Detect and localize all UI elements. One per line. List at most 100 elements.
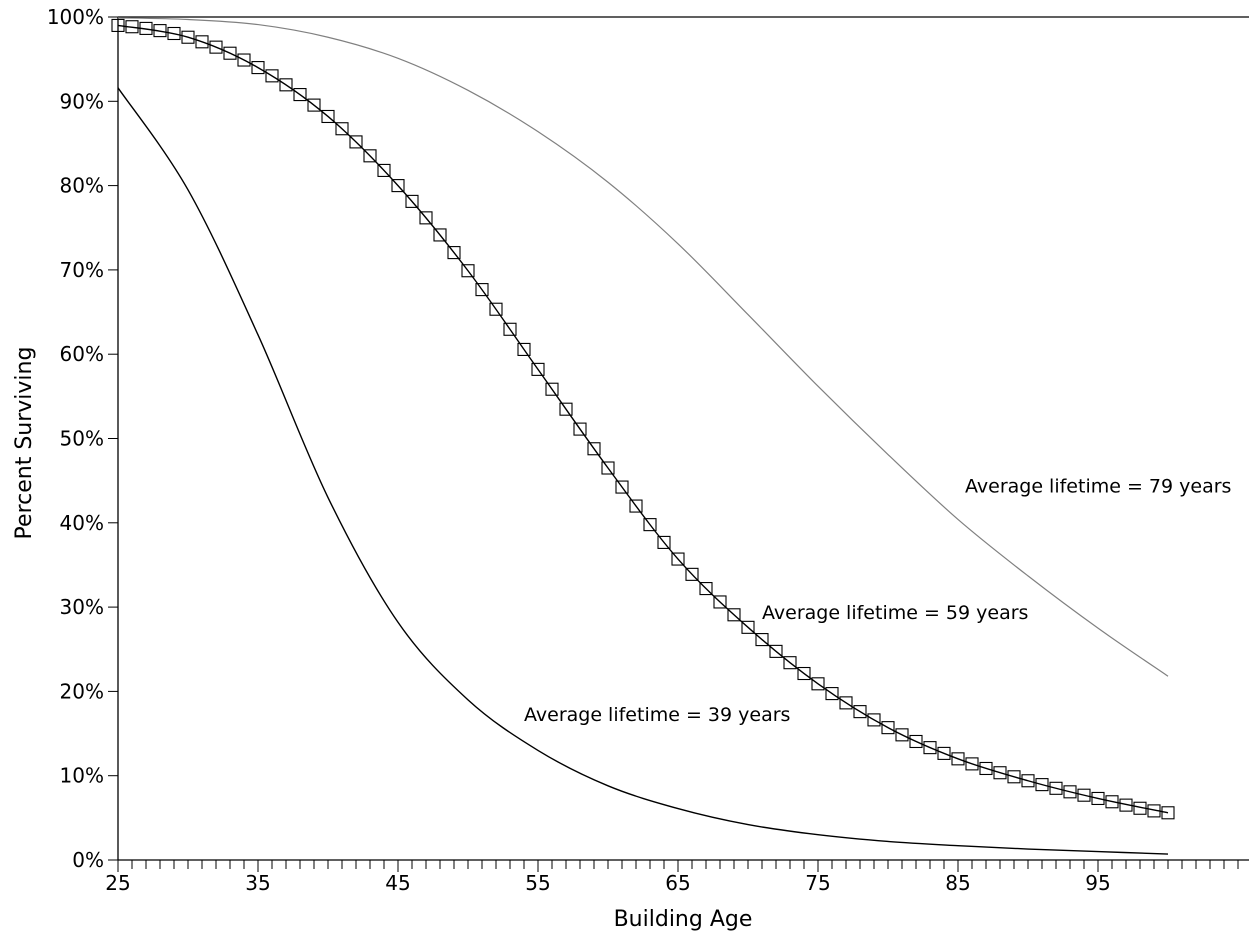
series-marker-square <box>517 342 531 356</box>
series-marker-square <box>559 402 573 416</box>
series-marker-square <box>769 644 783 658</box>
series-marker-square <box>377 163 391 177</box>
annotation-lifetime-39: Average lifetime = 39 years <box>524 704 790 726</box>
series-marker-square <box>825 687 839 701</box>
series-marker-square <box>853 705 867 719</box>
series-marker-square <box>195 35 209 49</box>
series-marker-square <box>265 69 279 83</box>
series-marker-square <box>1035 778 1049 792</box>
series-marker-square <box>1063 785 1077 799</box>
axes <box>117 16 1249 861</box>
series-marker-square <box>1147 804 1161 818</box>
series-marker-square <box>713 595 727 609</box>
series-marker-square <box>573 422 587 436</box>
series-marker-square <box>1119 798 1133 812</box>
labels: Building Age Percent Surviving <box>12 347 752 932</box>
series-marker-square <box>293 88 307 102</box>
series-marker-square <box>601 461 615 475</box>
y-tick-label: 40% <box>60 511 104 535</box>
series-marker-square <box>139 21 153 35</box>
series-marker-square <box>237 53 251 67</box>
series-marker-square <box>1007 770 1021 784</box>
series-marker-square <box>923 741 937 755</box>
series-marker-square <box>671 552 685 566</box>
series-marker-square <box>839 696 853 710</box>
series-marker-square <box>587 442 601 456</box>
series-marker-square <box>181 30 195 44</box>
series-marker-square <box>251 61 265 75</box>
series-marker-square <box>307 98 321 112</box>
series-marker-square <box>1161 806 1175 820</box>
y-tick-label: 100% <box>47 5 104 29</box>
series-marker-square <box>223 46 237 60</box>
y-tick-label: 50% <box>60 427 104 451</box>
series <box>111 17 1175 855</box>
series-marker-square <box>937 746 951 760</box>
x-tick-label: 45 <box>385 871 410 895</box>
annotations: Average lifetime = 39 years Average lifet… <box>524 475 1231 725</box>
y-tick-label: 10% <box>60 764 104 788</box>
series-marker-square <box>335 122 349 136</box>
series-marker-square <box>405 194 419 208</box>
series-marker-square <box>1091 791 1105 806</box>
x-tick-label: 75 <box>805 871 830 895</box>
series-marker-square <box>741 620 755 634</box>
y-tick-label: 20% <box>60 679 104 703</box>
series-marker-square <box>279 78 293 92</box>
x-tick-label: 55 <box>525 871 550 895</box>
y-tick-label: 80% <box>60 174 104 198</box>
series-marker-square <box>699 582 713 596</box>
series-marker-square <box>615 480 629 494</box>
series-marker-square <box>811 677 825 691</box>
series-marker-square <box>153 24 167 38</box>
series-marker-square <box>979 761 993 776</box>
series-marker-square <box>895 728 909 742</box>
series-marker-square <box>867 713 881 727</box>
series-marker-square <box>461 264 475 278</box>
series-marker-square <box>419 211 433 225</box>
series-marker-square <box>965 757 979 771</box>
series-marker-square <box>125 20 139 34</box>
series-marker-square <box>727 608 741 622</box>
series-marker-square <box>951 752 965 766</box>
series-marker-square <box>531 362 545 376</box>
series-marker-square <box>657 535 671 549</box>
x-tick-label: 35 <box>245 871 270 895</box>
series-marker-square <box>993 766 1007 780</box>
y-tick-label: 0% <box>72 848 104 872</box>
annotation-lifetime-79: Average lifetime = 79 years <box>965 475 1231 497</box>
series-marker-square <box>643 518 657 532</box>
series-marker-square <box>111 18 125 32</box>
series-marker-square <box>363 149 377 163</box>
series-marker-square <box>755 633 769 647</box>
series-marker-square <box>1021 774 1035 788</box>
series-line-lifetime-79 <box>117 17 1169 677</box>
y-tick-label: 70% <box>60 258 104 282</box>
series-marker-square <box>209 40 223 54</box>
x-tick-label: 25 <box>105 871 130 895</box>
series-marker-square <box>503 322 517 336</box>
series-marker-square <box>545 382 559 396</box>
series-marker-square <box>783 656 797 670</box>
series-marker-square <box>1133 801 1147 815</box>
ticks: 25 35 45 55 65 75 85 95 0% 10% 20% 30% 40% 50% 60% 70% 8… <box>47 5 1239 895</box>
series-marker-square <box>321 109 335 124</box>
series-marker-square <box>433 228 447 242</box>
series-marker-square <box>629 499 643 513</box>
series-marker-square <box>881 721 895 735</box>
series-marker-square <box>797 666 811 681</box>
x-tick-label: 95 <box>1085 871 1110 895</box>
series-marker-square <box>391 179 405 193</box>
series-marker-square <box>489 302 503 316</box>
series-marker-square <box>909 734 923 749</box>
x-axis-title: Building Age <box>614 907 753 932</box>
y-tick-label: 90% <box>60 89 104 113</box>
x-tick-label: 85 <box>945 871 970 895</box>
series-line-lifetime-59 <box>117 24 1169 814</box>
series-line-lifetime-39 <box>117 87 1169 855</box>
y-tick-label: 30% <box>60 595 104 619</box>
series-marker-square <box>447 246 461 260</box>
series-marker-square <box>167 26 181 41</box>
